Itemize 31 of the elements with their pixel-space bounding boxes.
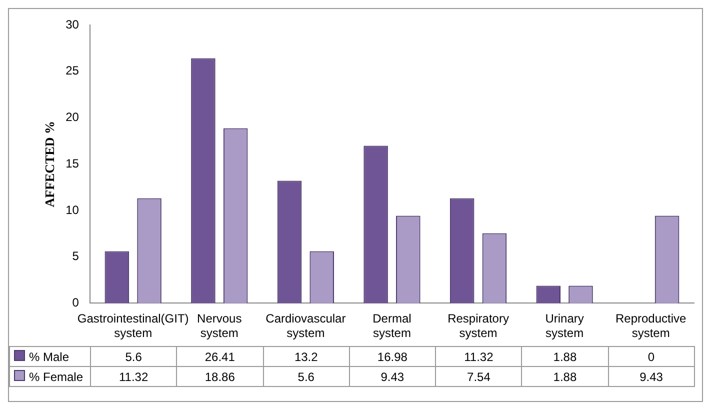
y-tick-label: 5 — [72, 249, 80, 264]
data-label: 5.6 — [90, 346, 177, 366]
x-tick-label: Reproductive system — [615, 312, 687, 340]
data-label: 13.2 — [263, 346, 350, 366]
y-tick-label: 10 — [66, 202, 80, 217]
y-tick-label: 25 — [66, 64, 80, 78]
x-tick-label: Respiratory system — [448, 312, 509, 340]
legend-label: % Female — [29, 370, 84, 384]
x-tick-label: Nervous system — [197, 312, 242, 340]
legend-label: % Male — [29, 350, 70, 364]
data-label: 9.43 — [608, 366, 694, 386]
y-axis-title: AFFECTED % — [42, 120, 58, 208]
x-tick-label: Urinary system — [545, 312, 584, 340]
x-tick-label: Gastrointestinal(GIT) system — [77, 312, 189, 340]
x-tick-label: Dermal system — [372, 312, 412, 340]
data-label: 1.88 — [522, 366, 608, 386]
y-tick-label: 0 — [72, 296, 80, 310]
y-tick-label: 30 — [66, 17, 80, 32]
data-label: 5.6 — [263, 366, 350, 386]
data-label: 1.88 — [522, 346, 608, 366]
data-label: 9.43 — [349, 366, 436, 386]
data-label: 18.86 — [176, 366, 263, 386]
data-label: 11.32 — [436, 346, 522, 366]
data-label: 0 — [608, 346, 694, 366]
y-tick-label: 15 — [66, 156, 80, 170]
data-label: 16.98 — [349, 346, 436, 366]
y-tick-label: 20 — [66, 110, 80, 124]
data-label: 7.54 — [436, 366, 522, 386]
data-label: 11.32 — [90, 366, 177, 386]
x-tick-label: Cardiovascular system — [266, 312, 346, 340]
data-label: 26.41 — [176, 346, 263, 366]
